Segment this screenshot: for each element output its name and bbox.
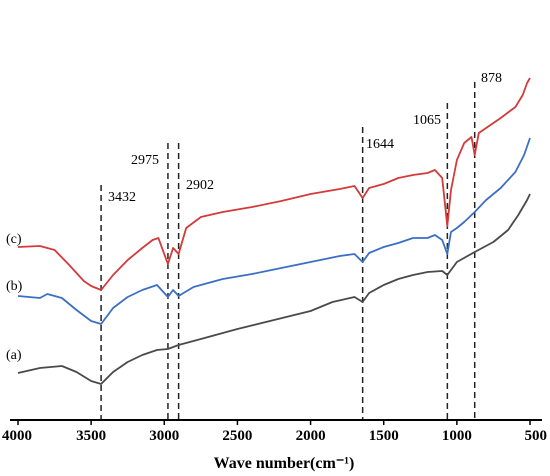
peak-label-878: 878: [481, 71, 502, 86]
plot-area: 3432 2975 2902 1644 1065 878 (a) (b) (c): [6, 71, 531, 420]
x-tick-label-2500: 2500: [222, 428, 252, 444]
peak-label-2975: 2975: [131, 153, 159, 168]
x-axis-title: Wave number(cm⁻¹): [214, 455, 355, 472]
series-label-c: (c): [6, 232, 22, 247]
series-line-b: [17, 137, 531, 325]
x-tick-label-4000: 4000: [2, 428, 32, 444]
series-label-b: (b): [6, 279, 23, 294]
peak-label-1644: 1644: [366, 137, 394, 152]
series-line-c: [17, 77, 531, 291]
series-line-a: [17, 193, 531, 385]
series-label-a: (a): [6, 348, 22, 363]
x-tick-label-2000: 2000: [296, 428, 326, 444]
x-tick-label-3500: 3500: [76, 428, 106, 444]
x-tick-label-500: 500: [525, 428, 548, 444]
x-axis-ticks: 4000 3500 3000 2500 2000 1500 1000 500: [2, 420, 547, 444]
peak-label-1065: 1065: [413, 113, 441, 128]
x-tick-label-3000: 3000: [149, 428, 179, 444]
peak-label-3432: 3432: [108, 190, 136, 205]
x-tick-label-1000: 1000: [442, 428, 472, 444]
x-tick-label-1500: 1500: [369, 428, 399, 444]
peak-label-2902: 2902: [186, 178, 214, 193]
